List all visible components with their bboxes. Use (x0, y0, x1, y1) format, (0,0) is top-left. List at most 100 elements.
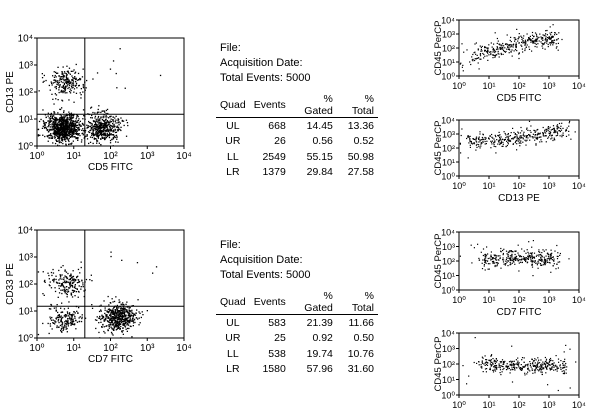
event-dot (492, 363, 494, 365)
event-dot (499, 361, 501, 363)
event-dot (496, 368, 498, 370)
event-dot (553, 258, 555, 260)
event-dot (51, 93, 53, 95)
event-dot (528, 134, 530, 136)
event-dot (125, 119, 128, 121)
event-dot (459, 143, 461, 145)
event-dot (120, 319, 122, 321)
event-dot (64, 86, 66, 88)
event-dot (86, 127, 88, 129)
event-dot (47, 112, 49, 114)
event-dot (542, 364, 544, 366)
event-dot (524, 49, 526, 52)
event-dot (481, 142, 483, 144)
event-dot (97, 111, 99, 113)
event-dot (62, 85, 64, 87)
event-dot (68, 111, 70, 113)
event-dot (108, 133, 111, 136)
event-dot (512, 137, 514, 139)
event-dot (54, 112, 56, 114)
event-dot (116, 138, 118, 140)
event-dot (529, 363, 531, 365)
event-dot (515, 46, 517, 48)
event-dot (513, 261, 515, 263)
event-dot (73, 314, 75, 316)
event-dot (70, 85, 73, 88)
event-dot (99, 133, 101, 136)
event-dot (559, 261, 561, 263)
event-dot (117, 118, 119, 120)
event-dot (49, 325, 52, 327)
event-dot (557, 267, 559, 269)
event-dot (61, 138, 63, 140)
event-dot (60, 125, 62, 127)
event-dot (535, 369, 537, 371)
event-dot (544, 34, 546, 36)
event-dot (63, 75, 65, 77)
event-dot (104, 309, 106, 311)
event-dot (45, 122, 47, 124)
event-dot (531, 246, 533, 248)
event-dot (553, 365, 555, 367)
event-dot (61, 89, 63, 92)
table-cell: 14.45 (306, 119, 333, 132)
x-axis-label: CD13 PE (498, 193, 540, 204)
event-dot (555, 355, 557, 357)
event-dot (50, 115, 52, 118)
event-dot (49, 118, 51, 121)
event-dot (127, 124, 129, 127)
x-tick-label: 10⁴ (572, 181, 586, 191)
event-dot (501, 145, 503, 147)
event-dot (58, 127, 60, 129)
event-dot (117, 316, 119, 319)
event-dot (63, 120, 65, 122)
table-cell: 1379 (262, 166, 286, 179)
event-dot (495, 54, 497, 56)
event-dot (59, 79, 61, 81)
event-dot (507, 133, 509, 135)
event-dot (66, 131, 68, 134)
event-dot (98, 317, 100, 319)
event-dot (50, 120, 52, 122)
event-dot (510, 364, 512, 366)
event-dot (552, 256, 554, 258)
event-dot (82, 87, 85, 89)
event-dot (72, 124, 74, 126)
event-dot (523, 357, 525, 359)
event-dot (565, 372, 567, 374)
event-dot (473, 142, 476, 144)
event-dot (53, 279, 55, 281)
table-row: UL 583 21.39 11.66 (216, 315, 378, 331)
event-dot (478, 136, 480, 138)
event-dot (127, 310, 129, 312)
event-dot (562, 362, 564, 365)
event-dot (119, 313, 122, 315)
event-dot (537, 133, 539, 135)
event-dot (56, 123, 59, 125)
event-dot (118, 325, 120, 327)
event-dot (96, 142, 98, 144)
event-dot (540, 264, 542, 266)
event-dot (81, 122, 84, 125)
event-dot (99, 315, 101, 318)
event-dot (493, 361, 495, 363)
event-dot (69, 136, 71, 138)
event-dot (100, 310, 102, 312)
event-dot (493, 48, 495, 51)
event-dot (59, 316, 61, 318)
event-dot (537, 362, 539, 364)
event-dot (69, 122, 71, 124)
y-tick-label: 10³ (442, 242, 455, 252)
event-dot (482, 248, 485, 250)
event-dot (88, 122, 91, 124)
event-dot (543, 262, 545, 265)
event-dot (67, 139, 70, 141)
event-dot (64, 292, 66, 294)
event-dot (63, 80, 65, 82)
event-dot (110, 125, 112, 127)
event-dot (549, 357, 552, 360)
event-dot (65, 320, 67, 322)
event-dot (492, 51, 494, 53)
event-dot (510, 46, 512, 48)
event-dot (507, 48, 510, 50)
